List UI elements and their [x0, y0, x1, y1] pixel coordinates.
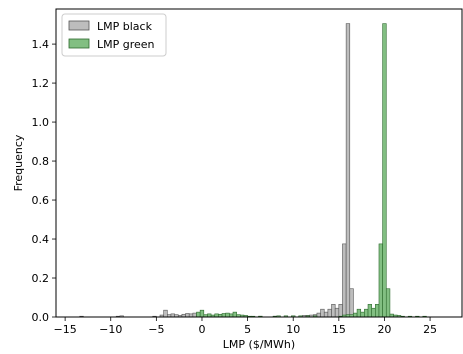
bar-lmp-black-36: [349, 288, 354, 318]
bar-lmp-green-29: [356, 308, 362, 318]
bar-lmp-green-28: [353, 312, 358, 318]
legend-swatch-lmp-green: [68, 38, 90, 49]
x-tick-label: 5: [244, 323, 251, 336]
y-tick-label: 0.4: [32, 233, 50, 246]
bar-lmp-green-8: [225, 312, 230, 318]
x-tick-label: 10: [286, 323, 300, 336]
bar-lmp-black-33: [338, 304, 343, 318]
bars-layer: [79, 23, 427, 318]
bar-lmp-black-5: [163, 309, 168, 318]
bar-lmp-black-30: [327, 308, 332, 318]
x-axis-ticks: −15 −10 −5 0 5 10 15 20 25: [54, 317, 437, 336]
y-tick-label: 0.8: [32, 155, 50, 168]
bar-lmp-green-1: [199, 309, 205, 318]
bar-lmp-green-32: [367, 304, 372, 318]
bar-lmp-green-33: [371, 307, 376, 318]
y-tick-label: 0.0: [32, 311, 50, 324]
x-tick-label: −15: [54, 323, 77, 336]
bar-lmp-black-32: [334, 307, 340, 318]
bar-lmp-green-0: [196, 311, 201, 318]
y-tick-label: 1.4: [32, 38, 50, 51]
x-tick-label: −10: [99, 323, 122, 336]
bar-lmp-black-27: [316, 312, 321, 318]
bar-lmp-green-35: [378, 243, 383, 318]
bar-lmp-green-34: [375, 304, 380, 318]
bar-lmp-black-34: [342, 243, 347, 318]
legend-swatch-lmp-black: [68, 20, 90, 31]
bar-lmp-green-10: [232, 311, 237, 318]
y-tick-label: 0.2: [32, 272, 50, 285]
bar-lmp-black-35: [345, 23, 351, 318]
bar-lmp-black-29: [323, 311, 329, 318]
x-tick-label: 20: [377, 323, 391, 336]
bar-lmp-green-31: [364, 308, 369, 318]
bar-lmp-green-7: [221, 313, 227, 318]
plot-frame: [55, 8, 463, 318]
y-axis-ticks: 0.0 0.2 0.4 0.6 0.8 1.0 1.2 1.4: [32, 38, 56, 324]
bar-lmp-black-31: [331, 304, 336, 318]
x-tick-label: −5: [148, 323, 164, 336]
bar-lmp-black-11: [185, 313, 190, 318]
legend-label-lmp-black: LMP black: [97, 20, 153, 33]
bar-lmp-black-28: [320, 308, 325, 318]
y-tick-label: 1.0: [32, 116, 50, 129]
x-axis-label: LMP ($/MWh): [223, 338, 295, 351]
bar-lmp-black-13: [192, 312, 197, 318]
x-tick-label: 15: [332, 323, 346, 336]
bar-lmp-green-30: [360, 311, 365, 318]
x-tick-label: 0: [198, 323, 205, 336]
bar-lmp-green-36: [382, 23, 387, 318]
series-lmp-green: [196, 23, 427, 318]
bar-lmp-green-37: [385, 288, 391, 318]
y-tick-label: 1.2: [32, 77, 50, 90]
x-tick-label: 25: [423, 323, 437, 336]
series-lmp-black: [79, 23, 376, 318]
legend: LMP black LMP green: [61, 13, 167, 57]
legend-label-lmp-green: LMP green: [97, 38, 155, 51]
y-axis-label: Frequency: [12, 134, 25, 191]
y-tick-label: 0.6: [32, 194, 50, 207]
